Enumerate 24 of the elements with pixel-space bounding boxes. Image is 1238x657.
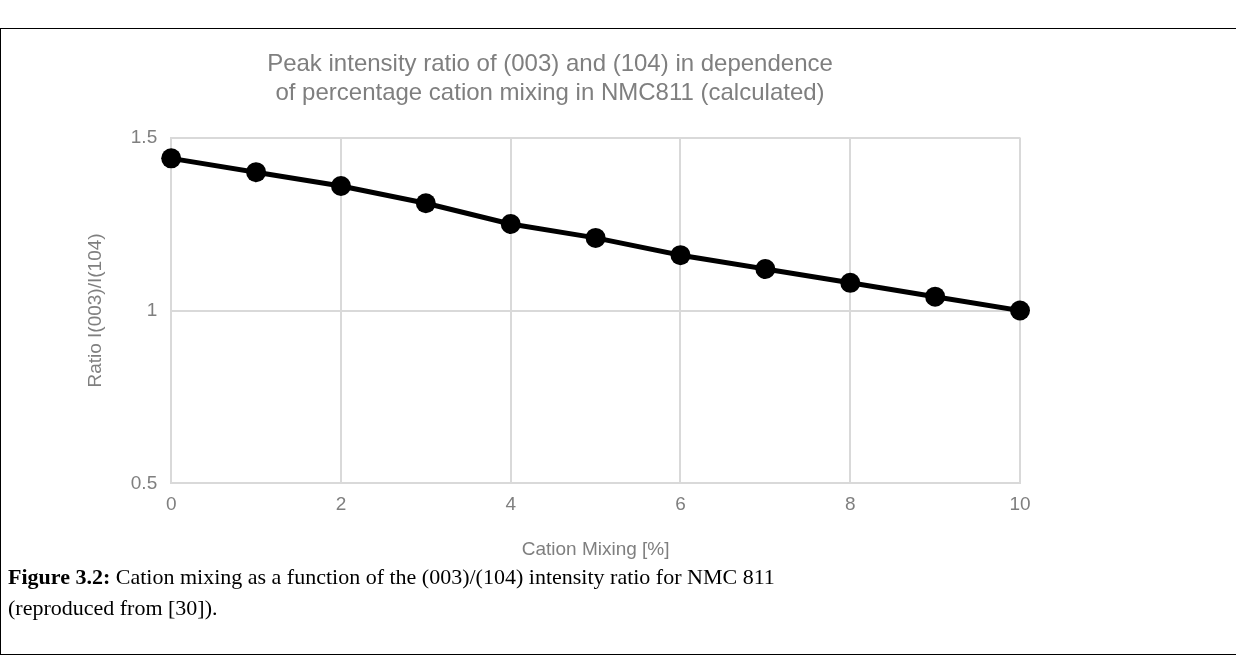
y-tick-label: 1 [146, 298, 158, 320]
point [670, 245, 691, 266]
y-tick-label: 1.5 [130, 125, 158, 147]
point [925, 286, 946, 307]
x-axis-title: Cation Mixing [%] [521, 537, 670, 559]
caption: Figure 3.2: Cation mixing as a function of the (003)/(104) intensity ratio for NMC 811 (reproduced from [30]). [8, 564, 775, 620]
point [840, 272, 861, 293]
point [415, 193, 436, 214]
chart-title: Peak intensity ratio of (003) and (104) in dependence of percentage cation mixing in NMC811 (calculated) [267, 49, 833, 105]
x-tick-label: 4 [505, 493, 517, 515]
x-tick-label: 0 [165, 493, 177, 515]
point [500, 214, 521, 235]
x-tick-label: 2 [335, 493, 347, 515]
point [161, 148, 182, 169]
y-axis-title: Ratio I(003)/I(104) [83, 233, 105, 388]
point [330, 176, 351, 197]
point [585, 227, 606, 248]
point [755, 259, 776, 279]
point [246, 162, 267, 183]
x-tick-label: 8 [844, 493, 856, 515]
x-tick-label: 10 [1009, 493, 1031, 515]
x-tick-label: 6 [675, 493, 686, 515]
point [1010, 300, 1030, 321]
y-tick-label: 0.5 [130, 471, 158, 493]
